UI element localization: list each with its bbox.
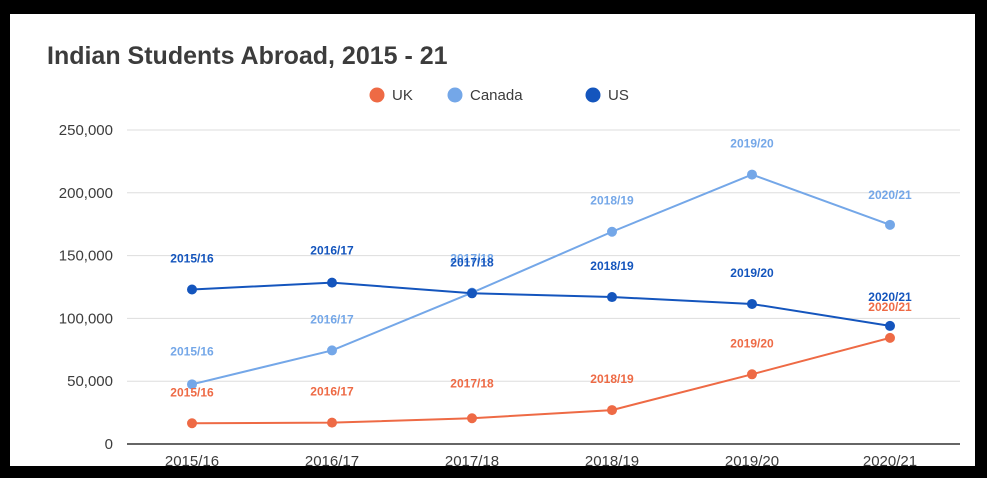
legend-item-uk[interactable]: UK — [369, 87, 413, 104]
y-tick-label: 0 — [105, 436, 113, 453]
data-point-uk[interactable] — [187, 418, 197, 429]
series-layer — [187, 169, 895, 429]
y-tick-label: 250,000 — [59, 122, 113, 139]
data-label-uk: 2015/16 — [170, 385, 214, 399]
x-tick-label: 2017/18 — [445, 453, 499, 466]
data-label-canada: 2020/21 — [868, 188, 912, 202]
data-label-uk: 2016/17 — [310, 385, 354, 399]
data-point-uk[interactable] — [747, 369, 757, 380]
series-line-us — [191, 281, 891, 327]
data-label-us: 2020/21 — [868, 290, 912, 304]
data-point-us[interactable] — [187, 284, 197, 295]
data-point-us[interactable] — [747, 298, 757, 309]
data-point-canada[interactable] — [747, 169, 757, 180]
data-point-us[interactable] — [327, 277, 337, 288]
data-label-canada: 2017/18 — [450, 252, 494, 266]
chart-title: Indian Students Abroad, 2015 - 21 — [47, 42, 448, 70]
series-line-canada — [191, 173, 891, 386]
x-tick-label: 2018/19 — [585, 453, 639, 466]
data-label-uk: 2019/20 — [730, 336, 774, 350]
x-tick-label: 2020/21 — [863, 453, 917, 466]
data-point-us[interactable] — [607, 292, 617, 303]
data-point-us[interactable] — [885, 320, 895, 331]
chart-card: Indian Students Abroad, 2015 - 21 UK Cana… — [10, 14, 975, 466]
data-point-uk[interactable] — [607, 405, 617, 416]
data-label-uk: 2018/19 — [590, 372, 634, 386]
data-labels-layer: 2015/16 2016/17 2017/18 2018/19 2019/20 2020/… — [170, 137, 912, 400]
legend-item-canada[interactable]: Canada — [447, 87, 524, 104]
legend-marker — [447, 87, 463, 103]
y-tick-label: 100,000 — [59, 310, 113, 327]
line-chart: Indian Students Abroad, 2015 - 21 UK Cana… — [47, 42, 960, 466]
data-point-uk[interactable] — [327, 417, 337, 428]
legend-label: UK — [392, 87, 413, 104]
data-point-us[interactable] — [467, 288, 477, 299]
x-tick-label: 2015/16 — [165, 453, 219, 466]
data-label-canada: 2015/16 — [170, 344, 214, 358]
x-tick-label: 2016/17 — [305, 453, 359, 466]
legend-marker — [585, 87, 601, 103]
y-tick-label: 50,000 — [67, 373, 113, 390]
data-label-canada: 2018/19 — [590, 194, 634, 208]
data-label-us: 2017/18 — [450, 255, 494, 269]
series-line-uk — [191, 336, 891, 425]
data-label-us: 2019/20 — [730, 266, 774, 280]
data-point-canada[interactable] — [327, 345, 337, 356]
y-tick-label: 200,000 — [59, 185, 113, 202]
x-tick-label: 2019/20 — [725, 453, 779, 466]
legend-marker — [369, 87, 385, 103]
data-label-uk: 2020/21 — [868, 300, 912, 314]
data-label-canada: 2016/17 — [310, 312, 354, 326]
data-point-uk[interactable] — [885, 332, 895, 343]
data-point-canada[interactable] — [885, 219, 895, 230]
data-point-uk[interactable] — [467, 413, 477, 424]
y-axis: 0 50,000 100,000 150,000 200,000 250,000 — [59, 122, 113, 453]
grid-lines — [127, 129, 960, 382]
data-label-us: 2018/19 — [590, 259, 634, 273]
y-tick-label: 150,000 — [59, 248, 113, 265]
legend-label: US — [608, 87, 629, 104]
chart-legend: UK Canada US — [369, 87, 629, 104]
data-label-uk: 2017/18 — [450, 376, 494, 390]
data-label-us: 2015/16 — [170, 252, 214, 266]
legend-label: Canada — [470, 87, 523, 104]
x-axis: 2015/16 2016/17 2017/18 2018/19 2019/20 2020/… — [127, 443, 960, 466]
legend-item-us[interactable]: US — [585, 87, 629, 104]
data-point-canada[interactable] — [607, 226, 617, 237]
data-label-us: 2016/17 — [310, 244, 354, 258]
data-label-canada: 2019/20 — [730, 137, 774, 151]
data-point-canada[interactable] — [187, 379, 197, 390]
